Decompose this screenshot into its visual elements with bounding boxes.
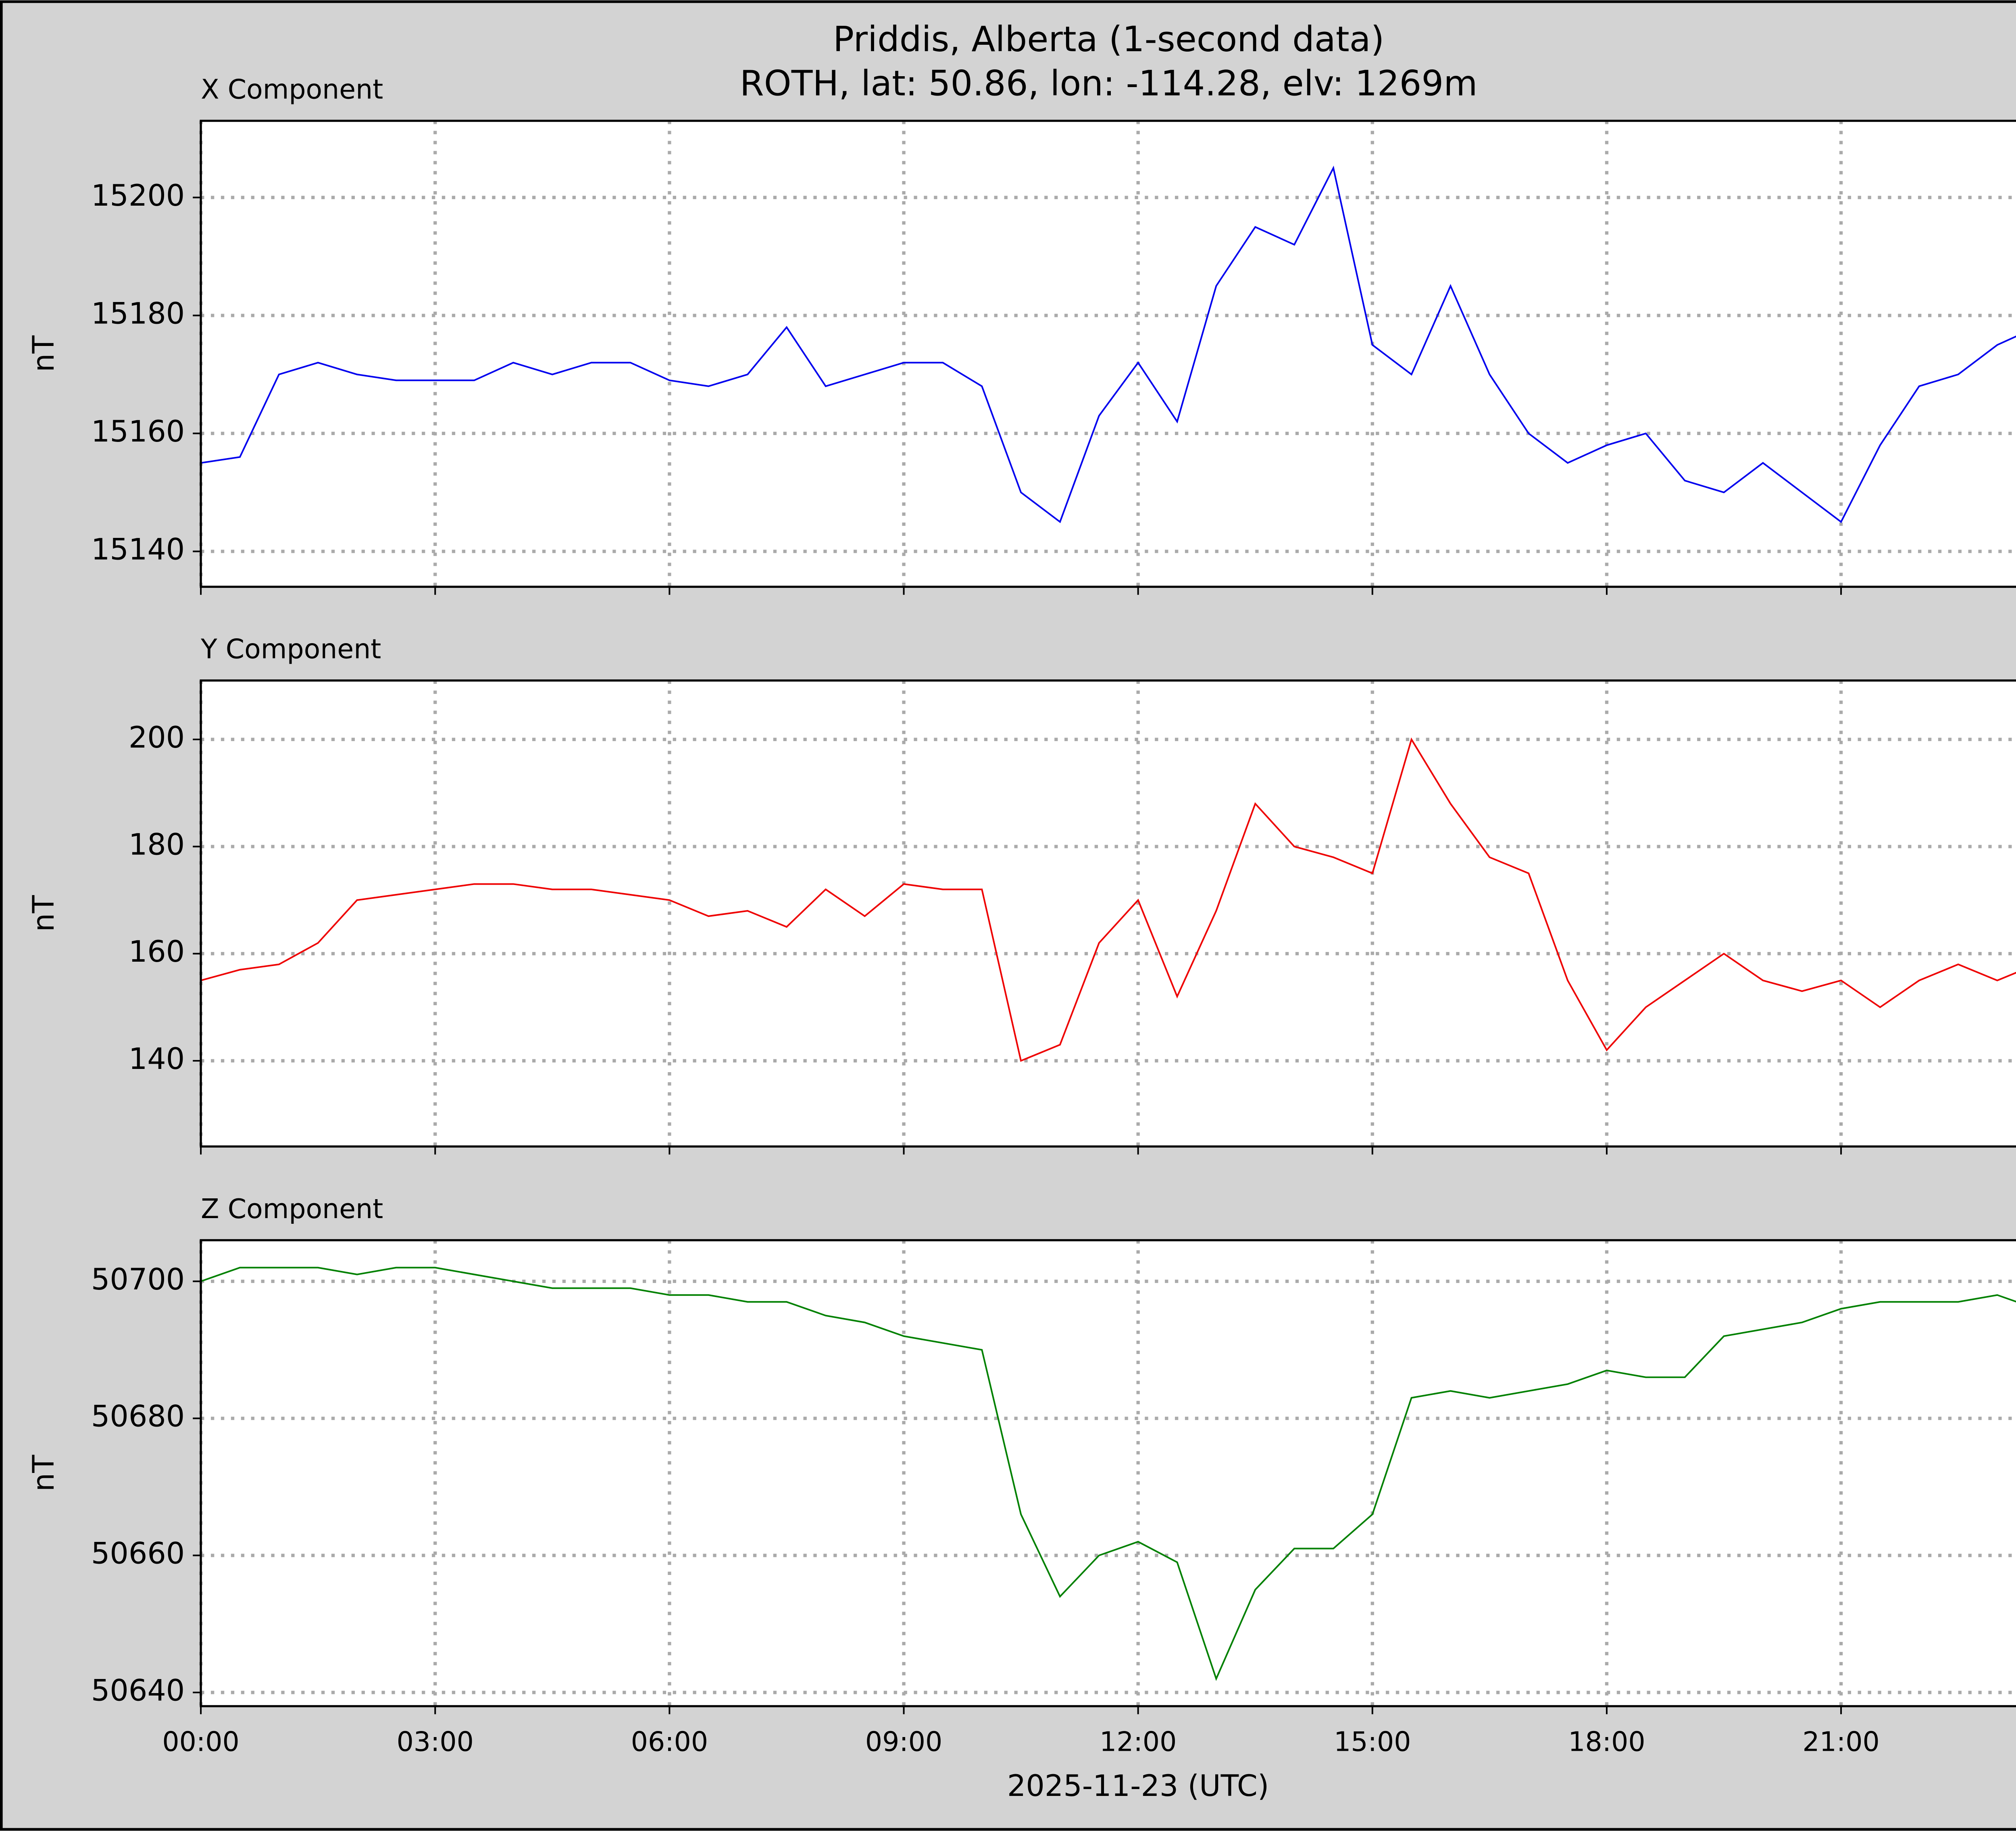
plot-frame [200,1239,2016,1708]
figure-subtitle: ROTH, lat: 50.86, lon: -114.28, elv: 126… [740,64,1478,104]
x-tick-label: 21:00 [1802,1726,1879,1757]
y-tick-label: 15140 [91,532,185,567]
x-tick-label: 06:00 [631,1726,708,1757]
y-tick-label: 15200 [91,179,185,213]
y-tick-label: 200 [129,721,185,755]
data-line [200,737,2016,1062]
y-axis-label: nT [27,895,61,932]
y-tick-label: 15180 [91,296,185,331]
figure-title: Priddis, Alberta (1-second data) [833,19,1384,60]
y-axis-label: nT [27,1455,61,1491]
x-axis-label: 2025-11-23 (UTC) [1007,1769,1269,1803]
data-line [200,165,2016,523]
panel-title: Y Component [200,633,381,665]
panel-title: X Component [201,74,383,105]
plot-area [201,121,2016,587]
plot-area [201,680,2016,1147]
data-line [200,1266,2016,1681]
y-tick-label: 15160 [91,415,185,449]
y-tick-label: 160 [129,935,185,969]
plot-frame [200,679,2016,1148]
x-tick-label: 03:00 [397,1726,474,1757]
y-tick-label: 50660 [91,1537,185,1571]
y-tick-label: 50700 [91,1262,185,1297]
y-tick-label: 50640 [91,1673,185,1708]
x-tick-label: 09:00 [865,1726,942,1757]
x-tick-label: 15:00 [1334,1726,1411,1757]
x-tick-label: 18:00 [1568,1726,1645,1757]
plot-frame [200,119,2016,588]
y-tick-label: 140 [129,1042,185,1076]
y-axis-label: nT [27,335,61,372]
y-tick-label: 180 [129,827,185,862]
y-tick-label: 50680 [91,1400,185,1434]
plot-area [201,1240,2016,1706]
x-tick-label: 12:00 [1100,1726,1177,1757]
panel-title: Z Component [201,1193,383,1225]
x-tick-label: 00:00 [162,1726,239,1757]
